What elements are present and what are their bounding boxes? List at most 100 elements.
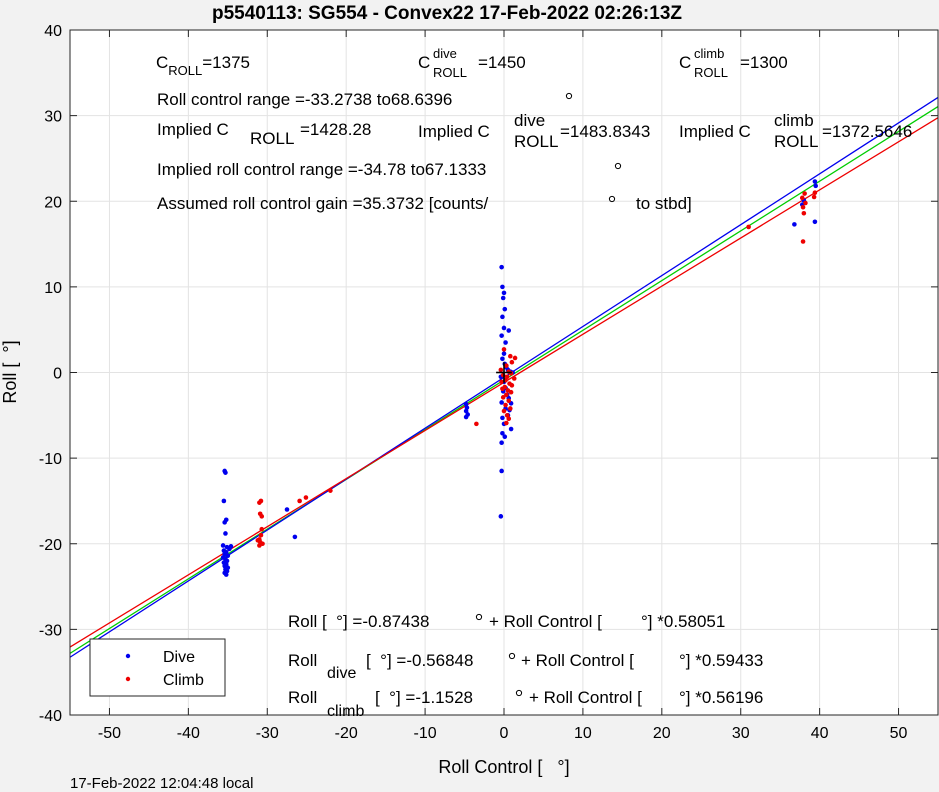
dive-point xyxy=(508,426,514,432)
climb-point xyxy=(504,374,510,380)
dive-point xyxy=(500,356,505,362)
implied-c-climb-sub: ROLL xyxy=(774,132,818,151)
climb-point xyxy=(509,383,515,388)
c-roll-climb-base: C xyxy=(679,53,691,72)
climb-point xyxy=(508,406,513,411)
climb-point xyxy=(506,416,512,422)
climb-point xyxy=(802,191,807,196)
c-roll-dive-value: =1450 xyxy=(478,53,526,72)
dive-point xyxy=(498,514,504,519)
x-axis-label: Roll Control [ °] xyxy=(438,757,569,777)
degree-marker xyxy=(565,92,573,100)
data-points xyxy=(220,179,818,577)
climb-point xyxy=(800,239,806,244)
c-roll-climb-sup: climb xyxy=(694,46,724,61)
degree-marker xyxy=(515,689,523,697)
dive-point xyxy=(499,400,504,405)
x-tick-label: -10 xyxy=(414,725,437,742)
y-tick-label: 0 xyxy=(53,366,62,383)
dive-point xyxy=(500,284,505,290)
eq-climb-a: [ °] =-1.1528 xyxy=(375,688,473,707)
roll-control-gain: Assumed roll control gain =35.3732 [coun… xyxy=(157,194,489,213)
degree-marker xyxy=(475,613,483,621)
x-tick-label: 50 xyxy=(890,725,908,742)
climb-point xyxy=(257,543,262,548)
legend-dive-label: Dive xyxy=(163,649,195,666)
c-roll-base: C xyxy=(156,53,168,72)
dive-point xyxy=(220,543,226,548)
y-tick-label: -10 xyxy=(39,451,62,468)
implied-c-prefix: Implied C xyxy=(157,120,229,139)
y-tick-label: 40 xyxy=(44,23,62,40)
dive-point xyxy=(813,183,818,189)
x-tick-label: 40 xyxy=(811,725,829,742)
legend-dive-marker xyxy=(125,653,131,659)
dive-point xyxy=(812,179,818,184)
dive-point xyxy=(499,468,504,474)
climb-point xyxy=(258,532,264,538)
climb-point xyxy=(259,526,265,532)
series-climb xyxy=(255,190,818,548)
climb-point xyxy=(501,408,507,414)
dive-point xyxy=(501,290,507,296)
climb-point xyxy=(512,355,518,361)
c-roll-dive-base: C xyxy=(418,53,430,72)
climb-point xyxy=(506,398,512,404)
c-roll-sub: ROLL xyxy=(168,63,202,78)
dive-point xyxy=(499,333,504,338)
dive-point xyxy=(223,470,228,475)
dive-point xyxy=(501,351,507,356)
calibration-annotations: CROLL=1375 C dive ROLL =1450 C climb ROL… xyxy=(156,46,912,213)
dive-point xyxy=(506,328,512,333)
climb-point xyxy=(498,367,504,373)
eq-overall-c: °] *0.58051 xyxy=(641,612,725,631)
climb-point xyxy=(801,210,807,216)
x-tick-label: 10 xyxy=(574,725,592,742)
dive-point xyxy=(463,401,469,407)
y-tick-label: -20 xyxy=(39,537,62,554)
c-roll-climb-value: =1300 xyxy=(740,53,788,72)
implied-c-climb-prefix: Implied C xyxy=(679,122,751,141)
x-tick-label: -40 xyxy=(177,725,200,742)
climb-point xyxy=(811,194,817,200)
dive-point xyxy=(225,553,231,559)
eq-overall-a: Roll [ °] =-0.87438 xyxy=(288,612,429,631)
eq-dive-sub: dive xyxy=(327,665,356,682)
dive-point xyxy=(463,408,469,414)
dive-point xyxy=(500,295,506,301)
legend-climb-marker xyxy=(125,676,131,682)
dive-point xyxy=(221,498,227,504)
implied-c-climb-value: =1372.5646 xyxy=(822,122,912,141)
y-tick-label: 20 xyxy=(44,194,62,211)
climb-point xyxy=(504,363,509,368)
climb-point xyxy=(746,224,751,230)
climb-point xyxy=(504,413,510,418)
x-tick-label: -30 xyxy=(256,725,279,742)
dive-point xyxy=(500,430,505,436)
eq-climb-sub: climb xyxy=(327,703,364,720)
dive-point xyxy=(222,520,227,525)
eq-dive-a: [ °] =-0.56848 xyxy=(366,651,473,670)
c-roll-dive-sub: ROLL xyxy=(433,65,467,80)
x-tick-label: -20 xyxy=(335,725,358,742)
eq-dive-lead: Roll xyxy=(288,651,317,670)
dive-point xyxy=(502,306,508,312)
roll-control-gain-suffix: to stbd] xyxy=(636,194,692,213)
climb-point xyxy=(328,488,333,493)
climb-point xyxy=(508,389,514,395)
implied-range: Implied roll control range =-34.78 to67.… xyxy=(157,160,486,179)
x-tick-label: -50 xyxy=(98,725,121,742)
dive-point xyxy=(463,414,469,420)
dive-point xyxy=(502,434,508,440)
climb-point xyxy=(504,420,509,426)
climb-point xyxy=(799,195,805,201)
legend-box xyxy=(89,638,226,697)
dive-point xyxy=(812,219,818,225)
dive-point xyxy=(464,405,470,410)
eq-overall-b: + Roll Control [ xyxy=(489,612,602,631)
climb-point xyxy=(511,376,517,381)
y-tick-label: 10 xyxy=(44,280,62,297)
climb-point xyxy=(500,386,505,392)
axis-ticks: -50 -40 -30 -20 -10 0 10 20 30 40 50 -40 -30 -20 -10 0 1… xyxy=(39,23,938,742)
implied-c-value: =1428.28 xyxy=(300,120,371,139)
